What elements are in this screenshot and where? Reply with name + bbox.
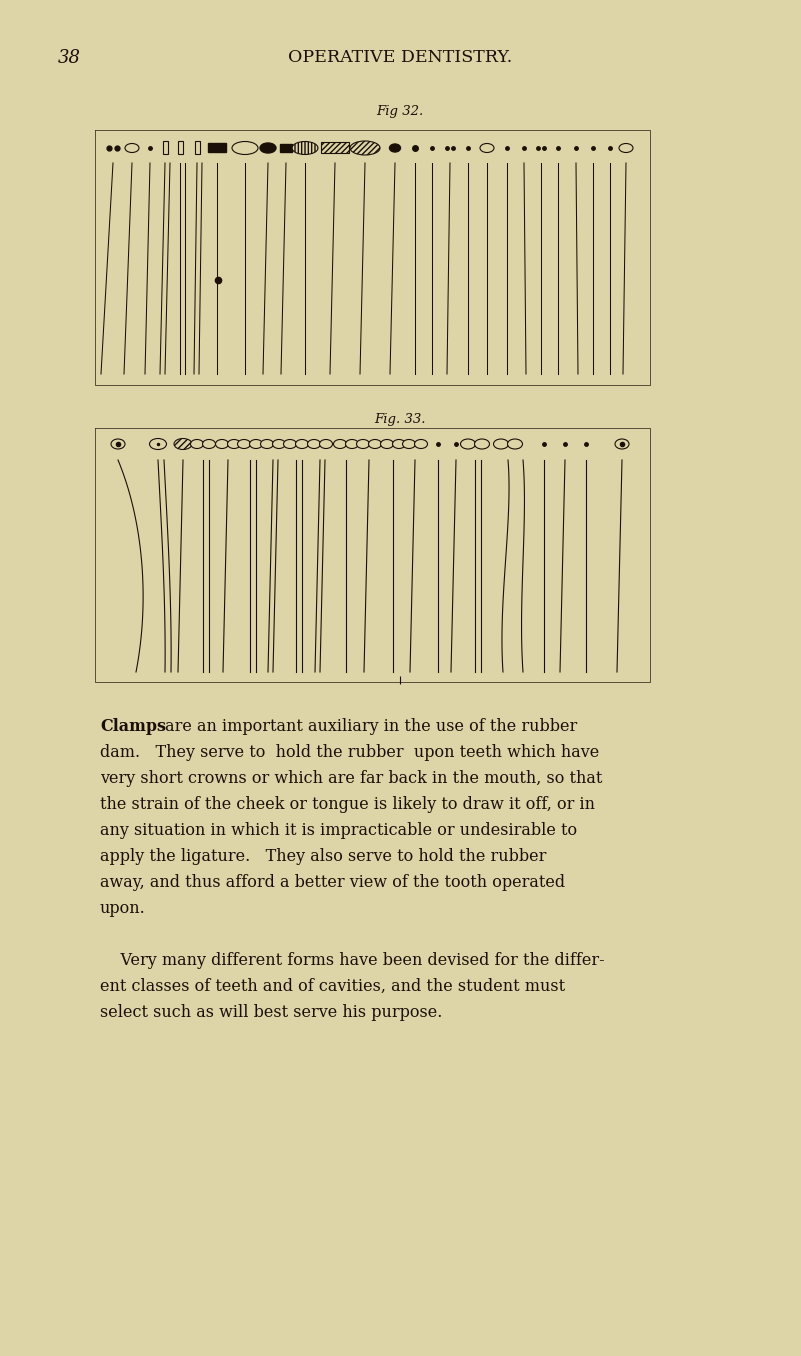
Text: ent classes of teeth and of cavities, and the student must: ent classes of teeth and of cavities, an… [100, 978, 566, 995]
Ellipse shape [480, 144, 494, 152]
Text: Clamps: Clamps [100, 717, 166, 735]
Bar [208, 142, 226, 152]
Ellipse shape [232, 141, 258, 155]
Text: Fig. 33.: Fig. 33. [374, 414, 426, 427]
Ellipse shape [174, 438, 192, 449]
Ellipse shape [350, 141, 380, 155]
Ellipse shape [493, 439, 509, 449]
Ellipse shape [292, 141, 318, 155]
Ellipse shape [368, 439, 381, 449]
Ellipse shape [333, 439, 347, 449]
Bar [321, 142, 349, 153]
Text: Fig 32.: Fig 32. [376, 106, 424, 118]
Text: away, and thus afford a better view of the tooth operated: away, and thus afford a better view of t… [100, 875, 566, 891]
Ellipse shape [615, 439, 629, 449]
Ellipse shape [380, 439, 393, 449]
Ellipse shape [389, 144, 400, 152]
Text: select such as will best serve his purpose.: select such as will best serve his purpo… [100, 1003, 442, 1021]
Ellipse shape [111, 439, 125, 449]
Ellipse shape [227, 439, 240, 449]
Text: 38: 38 [58, 49, 81, 66]
Bar [178, 141, 183, 155]
Ellipse shape [308, 439, 320, 449]
Ellipse shape [414, 439, 428, 449]
Ellipse shape [402, 439, 416, 449]
Ellipse shape [272, 439, 285, 449]
Ellipse shape [125, 144, 139, 152]
Bar [280, 144, 292, 152]
Ellipse shape [249, 439, 263, 449]
Ellipse shape [150, 438, 167, 449]
Ellipse shape [215, 439, 228, 449]
Ellipse shape [392, 439, 405, 449]
Ellipse shape [296, 439, 308, 449]
Text: the strain of the cheek or tongue is likely to draw it off, or in: the strain of the cheek or tongue is lik… [100, 796, 595, 814]
Ellipse shape [203, 439, 215, 449]
Ellipse shape [260, 439, 273, 449]
Ellipse shape [345, 439, 359, 449]
Text: very short crowns or which are far back in the mouth, so that: very short crowns or which are far back … [100, 770, 602, 786]
Ellipse shape [320, 439, 332, 449]
Text: OPERATIVE DENTISTRY.: OPERATIVE DENTISTRY. [288, 50, 512, 66]
Bar [163, 141, 167, 155]
Text: dam.   They serve to  hold the rubber  upon teeth which have: dam. They serve to hold the rubber upon … [100, 744, 599, 761]
Ellipse shape [191, 439, 203, 449]
Ellipse shape [238, 439, 251, 449]
Text: Very many different forms have been devised for the differ-: Very many different forms have been devi… [100, 952, 605, 970]
Text: are an important auxiliary in the use of the rubber: are an important auxiliary in the use of… [160, 717, 578, 735]
Ellipse shape [474, 439, 489, 449]
Ellipse shape [284, 439, 296, 449]
Ellipse shape [260, 142, 276, 153]
Ellipse shape [508, 439, 522, 449]
Text: upon.: upon. [100, 900, 146, 917]
Ellipse shape [461, 439, 476, 449]
Text: any situation in which it is impracticable or undesirable to: any situation in which it is impracticab… [100, 822, 578, 839]
Text: apply the ligature.   They also serve to hold the rubber: apply the ligature. They also serve to h… [100, 848, 546, 865]
Bar [195, 141, 199, 155]
Ellipse shape [356, 439, 369, 449]
Ellipse shape [619, 144, 633, 152]
